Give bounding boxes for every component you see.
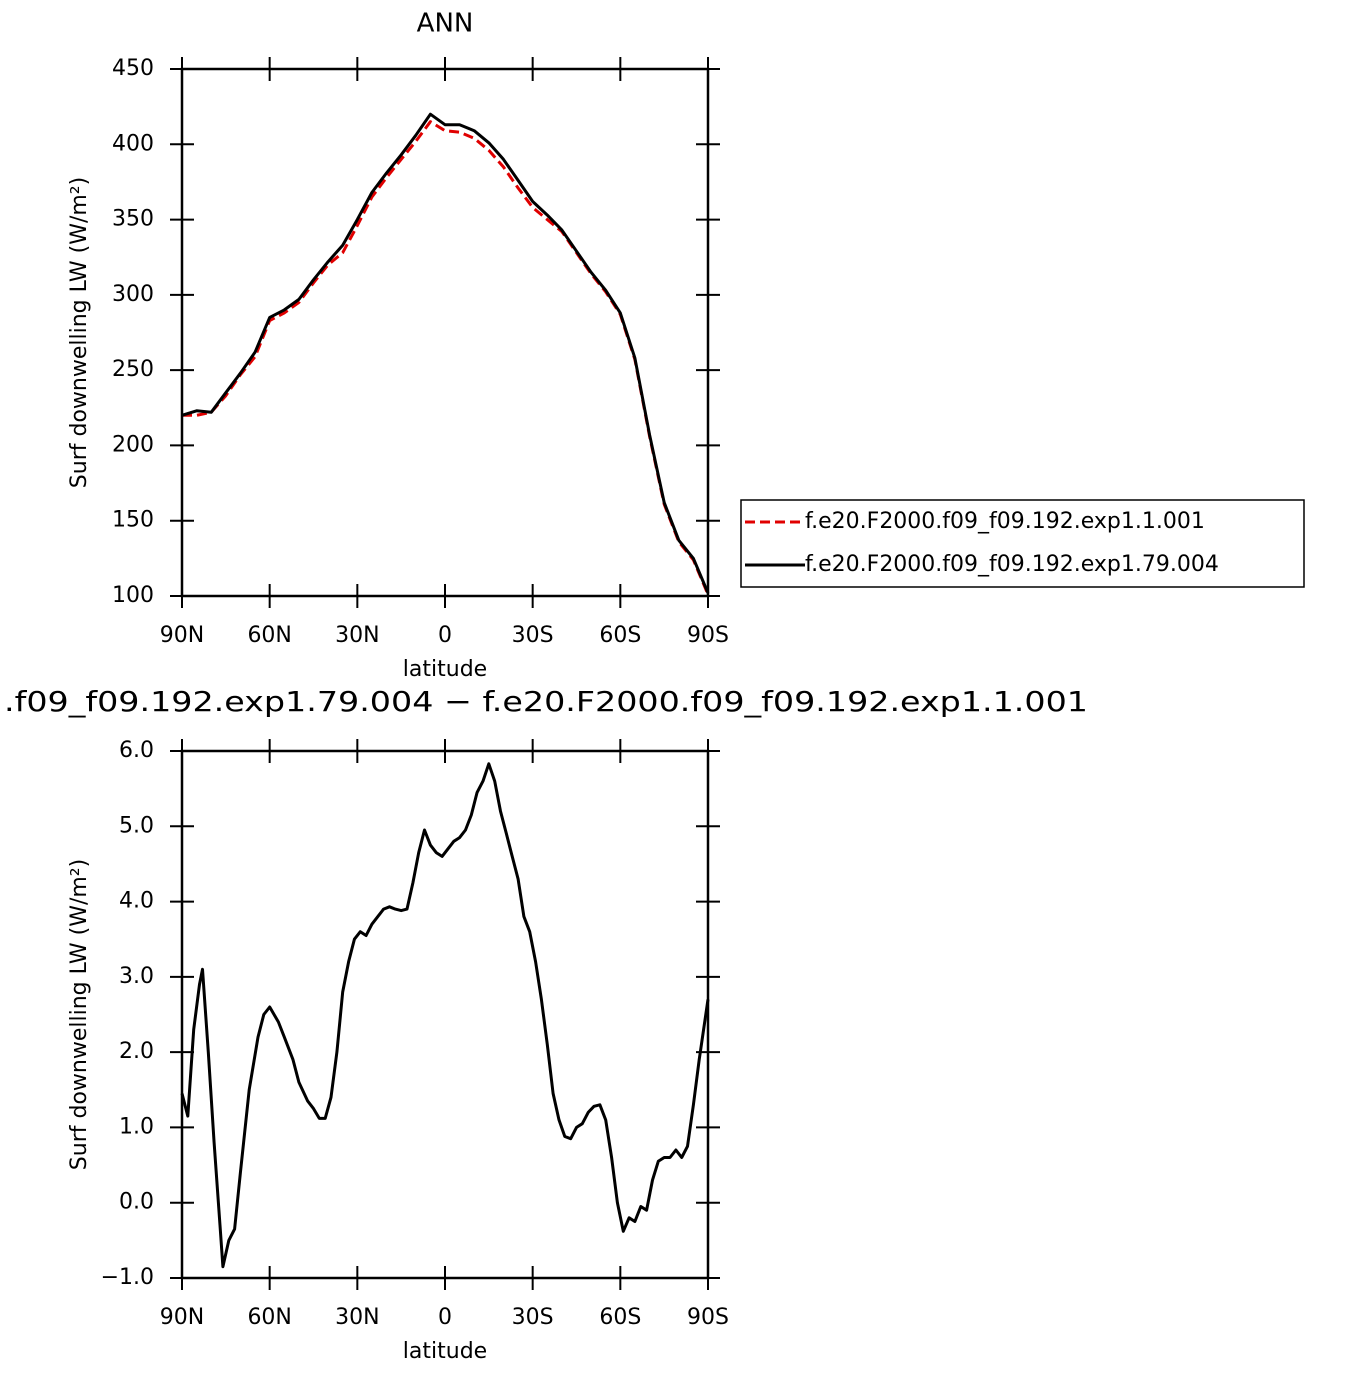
chart-title: ANN [417,9,474,39]
x-tick-label: 0 [438,1305,452,1330]
x-tick-label: 60N [247,1305,291,1330]
y-tick-label: 200 [112,432,154,457]
y-axis-label: Surf downwelling LW (W/m²) [67,859,92,1170]
x-tick-label: 60S [599,1305,641,1330]
y-tick-label: 300 [112,282,154,307]
x-tick-label: 90S [687,623,729,648]
plot-frame [180,749,710,1280]
legend-box [740,499,1305,588]
y-tick-label: 5.0 [119,813,154,838]
y-tick-label: 250 [112,357,154,382]
x-tick-label: 30S [512,1305,554,1330]
y-tick-label: 0.0 [119,1190,154,1215]
y-tick-label: 450 [112,56,154,81]
x-tick-label: 60N [247,623,291,648]
legend-label: f.e20.F2000.f09_f09.192.exp1.79.004 [805,552,1219,577]
y-tick-label: 3.0 [119,964,154,989]
y-tick-label: 4.0 [119,889,154,914]
data-line [180,762,710,1269]
x-tick-label: 30S [512,623,554,648]
y-tick-label: 150 [112,508,154,533]
x-tick-label: 0 [438,623,452,648]
y-tick-label: 2.0 [119,1039,154,1064]
x-tick-label: 90N [160,1305,204,1330]
chart-title: .f09_f09.192.exp1.79.004 − f.e20.F2000.f… [4,685,1088,718]
y-tick-label: −1.0 [101,1265,154,1290]
legend: f.e20.F2000.f09_f09.192.exp1.1.001 f.e20.… [740,499,1305,588]
legend-label: f.e20.F2000.f09_f09.192.exp1.1.001 [805,509,1205,534]
y-tick-label: 1.0 [119,1114,154,1139]
x-tick-label: 90N [160,623,204,648]
x-tick-label: 30N [335,623,379,648]
y-tick-label: 100 [112,583,154,608]
x-axis-label: latitude [403,657,487,682]
x-tick-label: 60S [599,623,641,648]
x-axis-label: latitude [403,1339,487,1364]
y-axis-label: Surf downwelling LW (W/m²) [67,177,92,488]
x-tick-label: 90S [687,1305,729,1330]
y-tick-label: 400 [112,131,154,156]
data-line [182,120,710,596]
y-tick-label: 350 [112,207,154,232]
plot-frame [180,67,710,598]
y-tick-label: 6.0 [119,738,154,763]
x-tick-label: 30N [335,1305,379,1330]
data-line [181,112,710,594]
